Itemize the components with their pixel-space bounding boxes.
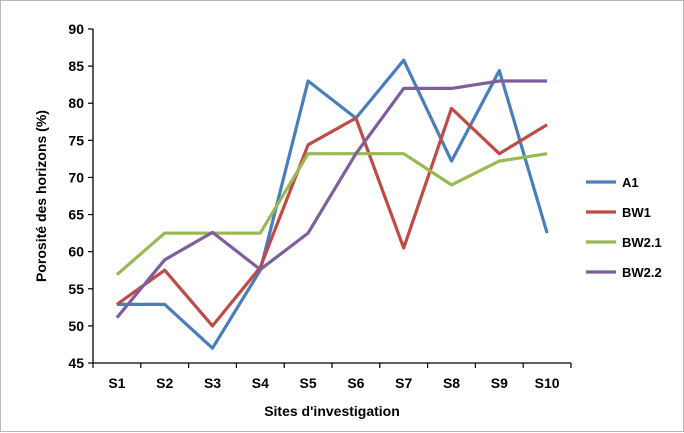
x-tick-label: S2: [156, 375, 173, 391]
y-tick-label: 85: [68, 58, 84, 74]
x-tick-label: S3: [204, 375, 221, 391]
y-tick-label: 45: [68, 355, 84, 371]
legend-label: BW2.2: [622, 265, 662, 280]
legend: A1 BW1 BW2.1 BW2.2: [586, 175, 662, 280]
x-axis-title: Sites d'investigation: [264, 403, 400, 419]
series-line-a1: [116, 58, 549, 350]
x-tick-label: S4: [252, 375, 269, 391]
y-tick-label: 55: [68, 281, 84, 297]
y-tick-label: 80: [68, 95, 84, 111]
legend-label: BW2.1: [622, 235, 662, 250]
series-lines: [115, 58, 549, 350]
x-tick-label: S5: [300, 375, 317, 391]
y-tick-label: 70: [68, 169, 84, 185]
x-axis-ticks: S1 S2 S3 S4 S5 S6 S7 S8 S9 S10: [92, 363, 572, 391]
legend-label: A1: [622, 175, 639, 190]
y-tick-label: 75: [68, 132, 84, 148]
series-line-bw2-2: [115, 79, 548, 319]
legend-label: BW1: [622, 205, 651, 220]
y-axis-ticks: 45 50 55 60 65 70 75 80 85 90: [68, 21, 93, 371]
x-tick-label: S6: [347, 375, 364, 391]
x-tick-label: S7: [395, 375, 412, 391]
x-tick-label: S9: [491, 375, 508, 391]
x-tick-label: S8: [443, 375, 460, 391]
y-tick-label: 65: [68, 207, 84, 223]
x-tick-label: S1: [108, 375, 125, 391]
series-line-bw1: [115, 106, 548, 328]
y-tick-label: 60: [68, 244, 84, 260]
y-axis-title: Porosité des horizons (%): [33, 110, 49, 282]
y-tick-label: 50: [68, 318, 84, 334]
y-tick-label: 90: [68, 21, 84, 37]
x-tick-label: S10: [535, 375, 560, 391]
series-line-bw2-1: [115, 152, 548, 276]
